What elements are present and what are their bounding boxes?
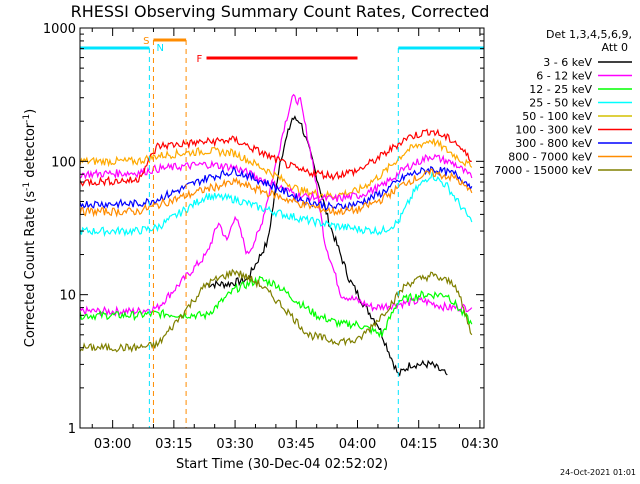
y-axis-label-main: Corrected Count Rate (s <box>23 191 38 348</box>
legend-label-1: 6 - 12 keV <box>536 70 592 83</box>
legend-label-5: 100 - 300 keV <box>515 124 592 137</box>
legend-label-0: 3 - 6 keV <box>543 56 592 69</box>
y-tick-label: 10 <box>59 289 76 304</box>
legend-label-8: 7000 - 15000 keV <box>494 164 592 177</box>
y-axis-label-sup1: -1 <box>22 182 32 191</box>
legend-label-3: 25 - 50 keV <box>529 97 592 110</box>
chart-title: RHESSI Observing Summary Count Rates, Co… <box>71 2 490 21</box>
y-axis-label-sup2: -1 <box>22 114 32 123</box>
series-line-9 <box>80 128 472 187</box>
x-tick-label: 03:45 <box>278 437 315 452</box>
legend-label-6: 300 - 800 keV <box>515 137 592 150</box>
series-line-8 <box>80 268 473 353</box>
x-tick-label: 04:30 <box>461 437 498 452</box>
legend-label-2: 12 - 25 keV <box>529 83 592 96</box>
x-tick-label: 03:30 <box>216 437 253 452</box>
series-line-4 <box>80 138 473 200</box>
y-axis-label: Corrected Count Rate (s-1 detector-1) <box>22 109 38 347</box>
legend-header-line-1: Det 1,3,4,5,6,9, <box>546 28 632 41</box>
y-tick-label: 1000 <box>43 22 76 37</box>
x-tick-label: 04:15 <box>400 437 437 452</box>
plot-frame <box>79 27 485 429</box>
x-tick-label: 03:00 <box>94 437 131 452</box>
x-tick-label: 03:15 <box>155 437 192 452</box>
y-axis-label-end: ) <box>23 109 38 114</box>
flag-label-f: F <box>197 54 203 65</box>
y-axis-label-mid: detector <box>23 122 38 182</box>
flag-label-n: N <box>156 43 163 54</box>
series-line-3 <box>80 172 473 238</box>
x-tick-label: 04:00 <box>339 437 376 452</box>
legend-header-line-2: Att 0 <box>602 41 628 54</box>
y-tick-label: 1 <box>68 422 76 437</box>
series-line-0 <box>206 115 448 377</box>
series-line-7 <box>80 168 473 218</box>
footer-date: 24-Oct-2021 01:01 <box>560 468 636 477</box>
series-line-2 <box>80 275 473 339</box>
legend-label-4: 50 - 100 keV <box>522 110 592 123</box>
x-axis-label: Start Time (30-Dec-04 02:52:02) <box>176 457 388 472</box>
y-tick-label: 100 <box>51 155 76 170</box>
legend-label-7: 800 - 7000 keV <box>508 151 592 164</box>
flag-label-s: S <box>143 36 149 47</box>
